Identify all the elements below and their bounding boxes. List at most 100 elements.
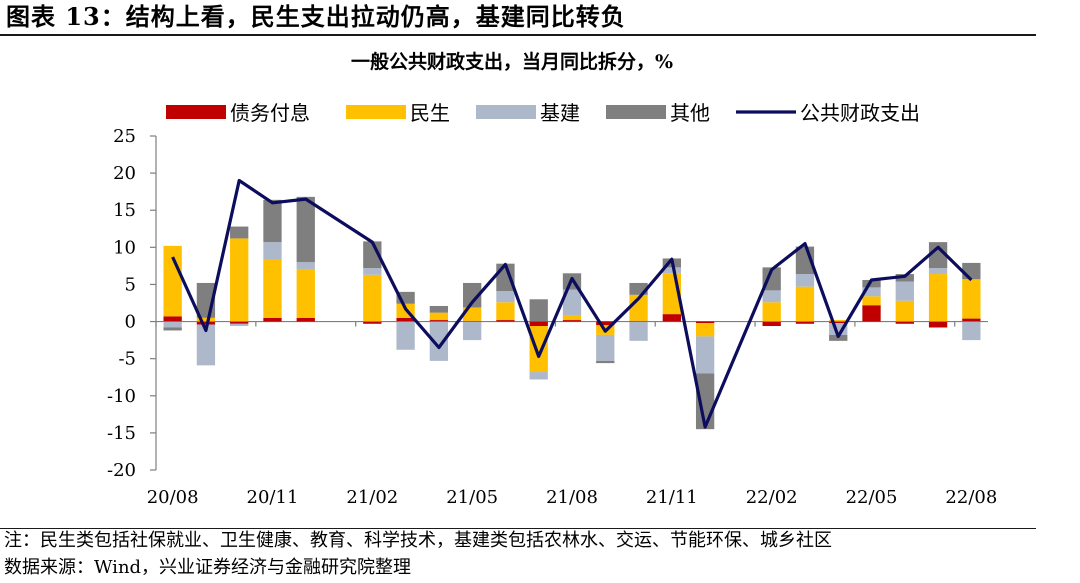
bar-segment bbox=[429, 312, 449, 321]
bar-segment bbox=[795, 321, 815, 324]
bar-segment bbox=[396, 321, 415, 350]
bar-segment bbox=[496, 302, 515, 321]
bar-segment bbox=[196, 317, 216, 322]
bar-segment bbox=[230, 238, 249, 322]
bar-segment bbox=[163, 327, 182, 331]
bar-segment bbox=[962, 262, 981, 280]
bar-segment bbox=[529, 372, 548, 380]
x-tick-label: 22/08 bbox=[945, 487, 997, 508]
legend-label: 债务付息 bbox=[230, 101, 310, 125]
bar-segment bbox=[928, 274, 948, 322]
bar-segment bbox=[795, 274, 815, 287]
bar-segment bbox=[363, 321, 382, 324]
bar-segment bbox=[196, 324, 216, 366]
bar-segment bbox=[895, 281, 914, 301]
bar-segment bbox=[695, 336, 715, 374]
bar-segment bbox=[263, 242, 282, 260]
chart-title: 一般公共财政支出，当月同比拆分，% bbox=[351, 50, 673, 73]
bar-segment bbox=[230, 323, 249, 327]
y-tick-label: 0 bbox=[125, 312, 136, 333]
bar-segment bbox=[529, 326, 548, 373]
bar-segment bbox=[762, 302, 781, 322]
bar-segment bbox=[363, 274, 382, 322]
bar-segment bbox=[562, 289, 582, 316]
x-tick-label: 20/08 bbox=[147, 487, 199, 508]
bar-segment bbox=[163, 321, 182, 328]
bar-segment bbox=[296, 196, 315, 263]
y-tick-label: 20 bbox=[113, 163, 136, 184]
bar-segment bbox=[695, 323, 715, 337]
y-tick-label: -15 bbox=[107, 423, 136, 444]
bar-segment bbox=[296, 269, 315, 318]
bar-segment bbox=[596, 360, 615, 364]
y-tick-label: -5 bbox=[118, 349, 136, 370]
legend-swatch bbox=[346, 105, 406, 119]
bar-segment bbox=[396, 317, 415, 322]
legend-label: 公共财政支出 bbox=[800, 101, 920, 125]
y-tick-label: -10 bbox=[107, 386, 136, 407]
x-axis: 20/08 20/11 21/02 21/05 21/08 21/11 22/02 22/05… bbox=[147, 320, 997, 508]
footnote-source: 数据来源：Wind，兴业证券经济与金融研究院整理 bbox=[4, 557, 412, 578]
legend-label: 其他 bbox=[670, 101, 710, 125]
y-tick-label: 5 bbox=[125, 274, 136, 295]
bar-segment bbox=[596, 334, 615, 361]
bar-segment bbox=[163, 316, 182, 322]
bar-segment bbox=[263, 199, 282, 243]
legend-swatch bbox=[476, 105, 536, 119]
bar-segment bbox=[396, 291, 415, 304]
y-tick-label: 15 bbox=[113, 200, 136, 221]
legend-label: 基建 bbox=[540, 101, 580, 125]
x-tick-label: 21/05 bbox=[446, 487, 498, 508]
x-tick-label: 20/11 bbox=[247, 487, 299, 508]
bar-segment bbox=[562, 315, 582, 321]
bar-segment bbox=[662, 267, 681, 274]
bar-segment bbox=[962, 279, 981, 319]
bar-segment bbox=[463, 282, 482, 308]
bar-segment bbox=[662, 314, 681, 322]
bar-segment bbox=[695, 321, 715, 324]
bar-segment bbox=[496, 320, 515, 322]
bar-segment bbox=[829, 320, 848, 322]
bar-segment bbox=[629, 321, 648, 341]
legend-swatch bbox=[166, 105, 226, 119]
bar-segment bbox=[363, 268, 382, 275]
total-line bbox=[171, 178, 973, 429]
bar-segment bbox=[895, 300, 914, 322]
bar-segment bbox=[928, 321, 948, 328]
bar-segment bbox=[795, 286, 815, 322]
bar-segment bbox=[429, 320, 449, 322]
y-tick-label: 25 bbox=[113, 126, 136, 147]
bar-segment bbox=[529, 321, 548, 327]
bar-segment bbox=[862, 305, 881, 322]
legend-swatch bbox=[606, 105, 666, 119]
bar-segment bbox=[629, 320, 648, 322]
bar-segment bbox=[263, 259, 282, 318]
x-tick-label: 22/05 bbox=[846, 487, 898, 508]
x-tick-label: 21/08 bbox=[546, 487, 598, 508]
bar-segment bbox=[562, 320, 582, 322]
total-line-path bbox=[171, 178, 973, 429]
bar-segment bbox=[596, 321, 615, 326]
bar-segment bbox=[163, 245, 182, 317]
y-axis: -20 -15 -10 -5 0 5 10 15 20 25 bbox=[107, 126, 157, 481]
x-tick-label: 21/11 bbox=[646, 487, 698, 508]
bar-segment bbox=[829, 321, 848, 324]
bar-segment bbox=[429, 321, 449, 361]
bar-segment bbox=[762, 321, 781, 327]
y-tick-label: 10 bbox=[113, 237, 136, 258]
legend: 债务付息 民生 基建 其他 公共财政支出 bbox=[166, 101, 920, 125]
bar-segment bbox=[862, 296, 881, 306]
bar-segment bbox=[829, 323, 848, 335]
bar-segment bbox=[862, 287, 881, 297]
bar-segment bbox=[296, 317, 315, 322]
bar-segment bbox=[529, 299, 548, 322]
footnote-rule bbox=[0, 528, 1036, 529]
bar-segment bbox=[629, 282, 648, 295]
bar-segment bbox=[463, 320, 482, 322]
bar-segment bbox=[230, 226, 249, 239]
x-tick-label: 21/02 bbox=[346, 487, 398, 508]
legend-label: 民生 bbox=[410, 101, 450, 125]
footnote-note: 注：民生类包括社保就业、卫生健康、教育、科学技术，基建类包括农林水、交运、节能环… bbox=[4, 530, 832, 551]
bar-segment bbox=[296, 262, 315, 270]
